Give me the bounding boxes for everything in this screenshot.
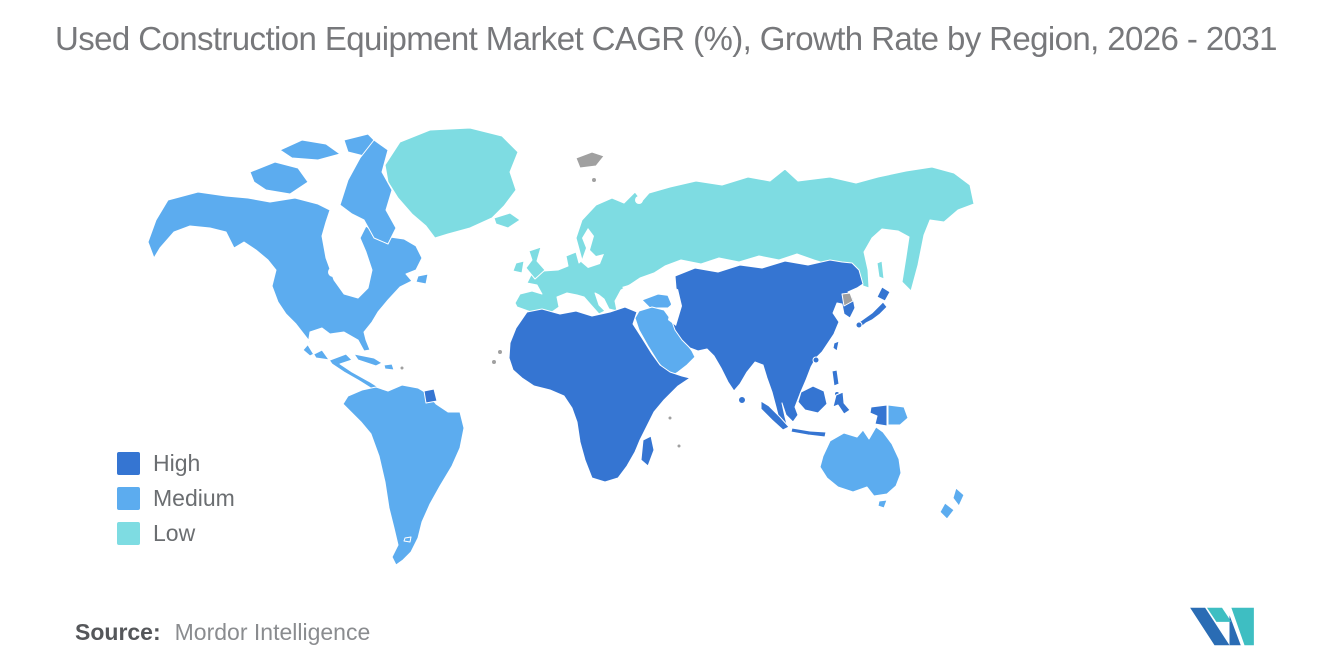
- regions-high: [423, 259, 891, 483]
- swatch-rect-medium: [117, 487, 140, 510]
- region-borneo: [797, 385, 828, 414]
- sea-overlays: [328, 196, 682, 326]
- region-new-zealand: [939, 487, 965, 520]
- caspian-sea: [666, 289, 682, 326]
- region-java: [790, 427, 827, 438]
- map-legend: High Medium Low: [117, 450, 235, 557]
- region-japan: [857, 286, 891, 328]
- legend-item-medium: Medium: [117, 485, 235, 511]
- region-west-new-guinea: [869, 404, 888, 427]
- region-arabian-peninsula: [634, 306, 696, 378]
- legend-label-medium: Medium: [153, 485, 235, 511]
- swatch-rect-high: [117, 452, 140, 475]
- region-taiwan: [832, 340, 840, 352]
- logo-teal-strip: [1207, 607, 1232, 622]
- region-caribbean: [353, 353, 395, 371]
- region-svalbard-islet: [591, 177, 597, 183]
- region-newfoundland: [415, 273, 429, 285]
- region-svalbard: [575, 151, 605, 169]
- legend-swatch-high-icon: [117, 452, 140, 475]
- great-lake-michigan: [338, 275, 346, 283]
- baltic-sea: [581, 228, 604, 268]
- region-north-america: [147, 191, 423, 402]
- world-map: [147, 127, 975, 566]
- region-south-america: [342, 384, 465, 566]
- logo-blue-triangle: [1229, 615, 1241, 646]
- logo-blue-shapes: [1190, 607, 1241, 646]
- region-baffin-island: [339, 139, 397, 245]
- region-philippines: [831, 369, 840, 387]
- great-lake-superior: [328, 267, 338, 277]
- swatch-rect-low: [117, 522, 140, 545]
- region-eurasia-russia-europe: [514, 166, 975, 315]
- region-french-guiana: [423, 388, 438, 404]
- region-united-kingdom: [525, 246, 546, 280]
- regions-low: [384, 127, 975, 315]
- source-attribution: Source: Mordor Intelligence: [75, 619, 370, 646]
- source-value: Mordor Intelligence: [174, 619, 371, 645]
- region-sri-lanka: [738, 396, 746, 404]
- region-ireland: [512, 260, 525, 274]
- region-tasmania: [877, 499, 888, 509]
- mordor-intelligence-logo: [1190, 607, 1254, 646]
- legend-label-low: Low: [153, 520, 196, 546]
- region-greenland: [384, 127, 519, 239]
- source-label: Source:: [75, 619, 161, 645]
- region-africa: [508, 306, 691, 483]
- region-falkland-islands: [403, 536, 412, 543]
- region-iceland: [493, 212, 521, 229]
- logo-teal-shapes: [1207, 607, 1254, 646]
- logo-blue-band: [1190, 607, 1230, 646]
- regions-no-data: [399, 151, 854, 449]
- region-comoros: [667, 415, 673, 421]
- logo-teal-block: [1231, 607, 1254, 646]
- region-cape-verde: [491, 359, 497, 365]
- regions-medium: [147, 133, 965, 566]
- region-kyushu: [855, 321, 863, 329]
- legend-label-high: High: [153, 450, 201, 476]
- region-mauritius: [676, 443, 682, 449]
- region-lesser-antilles: [399, 365, 405, 371]
- region-asia-mainland: [669, 259, 864, 429]
- legend-item-low: Low: [117, 520, 235, 546]
- chart-title: Used Construction Equipment Market CAGR …: [55, 20, 1277, 57]
- black-sea: [622, 281, 658, 295]
- region-australia: [819, 426, 902, 497]
- region-sulawesi: [832, 391, 851, 415]
- legend-swatch-medium-icon: [117, 487, 140, 510]
- white-sea: [635, 196, 643, 204]
- region-canary-islands: [497, 349, 503, 355]
- region-sumatra: [760, 400, 790, 431]
- region-hainan: [812, 356, 820, 364]
- legend-item-high: High: [117, 450, 235, 476]
- region-papua-new-guinea: [887, 404, 909, 426]
- legend-swatch-low-icon: [117, 522, 140, 545]
- region-north-korea: [841, 292, 854, 307]
- great-lake-ontario: [347, 270, 355, 278]
- region-madagascar: [640, 435, 655, 467]
- region-sakhalin: [876, 260, 885, 280]
